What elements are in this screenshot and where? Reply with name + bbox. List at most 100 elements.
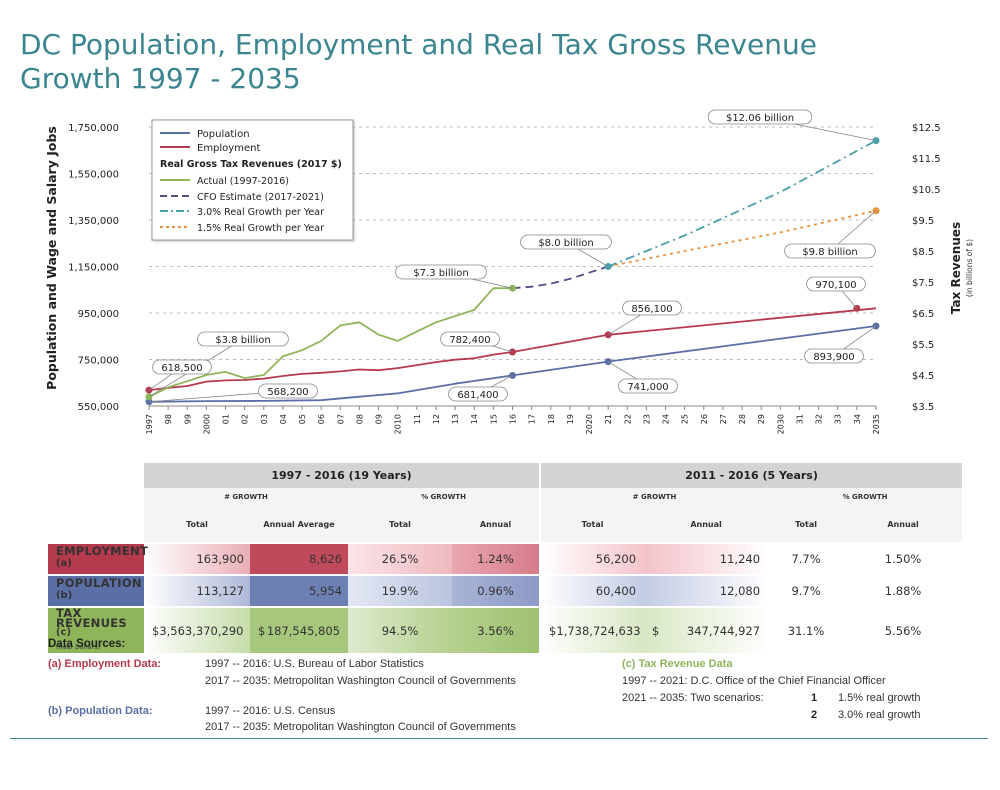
- x-tick-label: 2030: [776, 414, 785, 434]
- callout-label: $9.8 billion: [802, 247, 857, 258]
- table-cell: 1.24%: [452, 542, 541, 575]
- x-tick-label: 18: [547, 414, 556, 424]
- col-total: Total: [144, 506, 250, 543]
- table-cell: 7.7%: [768, 542, 845, 575]
- x-tick-label: 19: [566, 414, 575, 424]
- y2-tick-label: $9.5: [912, 216, 934, 227]
- bottom-divider: [10, 738, 988, 739]
- x-axis-ticks: 1997 98 99 2000 01 02 03 04 05 06 07 08 09 2010 11 12 13…: [145, 406, 881, 434]
- tax-source-label: (c) Tax Revenue Data: [622, 658, 733, 670]
- employment-source-line1: 1997 -- 2016: U.S. Bureau of Labor Stati…: [205, 658, 424, 670]
- callout-label: 856,100: [631, 304, 672, 315]
- table-cell: 60,400: [539, 573, 645, 607]
- x-tick-label: 31: [795, 414, 804, 424]
- series-line: [608, 209, 877, 268]
- callout-box: [784, 243, 876, 259]
- table-cell: $1,738,724,633: [539, 605, 645, 654]
- x-tick-label: 08: [355, 414, 364, 424]
- tax-source-line2: 2021 -- 2035: Two scenarios:: [622, 692, 764, 704]
- col-annual: Annual: [844, 506, 963, 543]
- legend-label-cfo: CFO Estimate (2017-2021): [197, 192, 324, 203]
- y2-tick-label: $4.5: [912, 371, 934, 382]
- callout-box: [258, 383, 318, 399]
- callout-box: [707, 109, 813, 125]
- callout-box: [520, 234, 612, 250]
- col-annual: Annual: [452, 506, 541, 543]
- row-label-tax-revenues: TAX REVENUES (c) (Real Dollars): [48, 605, 144, 654]
- col-total: Total: [539, 506, 645, 543]
- scenario1-text: 1.5% real growth: [838, 692, 921, 704]
- callout-label: 782,400: [449, 335, 490, 346]
- table-cell: 26.5%: [348, 542, 452, 575]
- table-cell: 11,240: [644, 542, 769, 575]
- y2-tick-label: $10.5: [912, 185, 941, 196]
- callout-box: [440, 331, 500, 347]
- callout-label: 893,900: [813, 352, 854, 363]
- x-tick-label: 2020: [585, 414, 594, 434]
- employment-source-line2: 2017 -- 2035: Metropolitan Washington Co…: [205, 675, 516, 687]
- x-tick-label: 2010: [394, 414, 403, 434]
- callout-box: [622, 300, 682, 316]
- table-cell: 1.88%: [844, 573, 963, 607]
- x-tick-label: 99: [183, 414, 192, 424]
- callout-label: 568,200: [267, 387, 308, 398]
- left-axis-label: Population and Wage and Salary Jobs: [44, 126, 59, 390]
- callout-box: [806, 276, 866, 292]
- table-cell: 5,954: [250, 573, 348, 607]
- x-tick-label: 16: [509, 414, 518, 424]
- tax-source-line1: 1997 -- 2021: D.C. Office of the Chief F…: [622, 675, 886, 687]
- x-tick-label: 15: [489, 414, 498, 424]
- legend-label-population: Population: [197, 129, 250, 140]
- y-tick-label: 1,150,000: [68, 263, 119, 274]
- y-tick-label: 750,000: [78, 356, 119, 367]
- col-annual-average: Annual Average: [250, 506, 348, 543]
- col-total: Total: [348, 506, 452, 543]
- table-row-population: POPULATION (b) 113,127 5,954 19.9% 0.96%…: [48, 573, 963, 607]
- callout-label: $8.0 billion: [538, 238, 593, 249]
- y-tick-label: 950,000: [78, 309, 119, 320]
- table-cell: 5.56%: [844, 605, 963, 654]
- table-cell: 3.56%: [452, 605, 541, 654]
- period2-header: 2011 - 2016 (5 Years): [539, 463, 963, 488]
- table-cell: 56,200: [539, 542, 645, 575]
- x-tick-label: 26: [700, 414, 709, 424]
- population-source-line1: 1997 -- 2016: U.S. Census: [205, 705, 336, 717]
- callout-box: [197, 331, 289, 347]
- callout-box: [804, 348, 864, 364]
- page-title: DC Population, Employment and Real Tax G…: [20, 28, 817, 95]
- table-cell: 94.5%: [348, 605, 452, 654]
- series-line: [148, 307, 877, 391]
- y2-tick-label: $12.5: [912, 123, 941, 134]
- period1-header: 1997 - 2016 (19 Years): [144, 463, 541, 488]
- scenario1-number: 1: [811, 692, 818, 704]
- x-tick-label: 34: [853, 414, 862, 424]
- x-tick-label: 24: [662, 414, 671, 424]
- series-line: [148, 325, 877, 403]
- table-cell: 8,626: [250, 542, 348, 575]
- x-tick-label: 2035: [872, 414, 881, 434]
- population-source-line2: 2017 -- 2035: Metropolitan Washington Co…: [205, 721, 516, 733]
- x-tick-label: 03: [260, 414, 269, 424]
- x-tick-label: 33: [834, 414, 843, 424]
- x-tick-label: 23: [642, 414, 651, 424]
- right-axis-label: Tax Revenues: [949, 222, 963, 314]
- callout-label: 681,400: [457, 390, 498, 401]
- table-cell: $187,545,805: [250, 605, 348, 654]
- population-source-label: (b) Population Data:: [48, 705, 153, 717]
- x-tick-label: 17: [528, 414, 537, 424]
- x-tick-label: 05: [298, 414, 307, 424]
- x-tick-label: 32: [815, 414, 824, 424]
- row-label-employment: EMPLOYMENT (a): [48, 542, 148, 575]
- p2-num-growth: # GROWTH: [539, 488, 769, 506]
- y-tick-label: 1,350,000: [68, 216, 119, 227]
- row-label-population: POPULATION (b): [48, 573, 144, 607]
- legend-label-employment: Employment: [197, 143, 260, 154]
- x-tick-label: 11: [413, 414, 422, 424]
- y2-tick-label: $7.5: [912, 278, 934, 289]
- growth-summary-table: 1997 - 2016 (19 Years) 2011 - 2016 (5 Ye…: [48, 463, 963, 654]
- x-tick-label: 29: [757, 414, 766, 424]
- x-tick-label: 2000: [202, 414, 211, 434]
- x-tick-label: 14: [470, 414, 479, 424]
- x-tick-label: 09: [375, 414, 384, 424]
- chart-annotations: $12.06 billion $8.0 billion $9.8 billion $7…: [148, 109, 877, 403]
